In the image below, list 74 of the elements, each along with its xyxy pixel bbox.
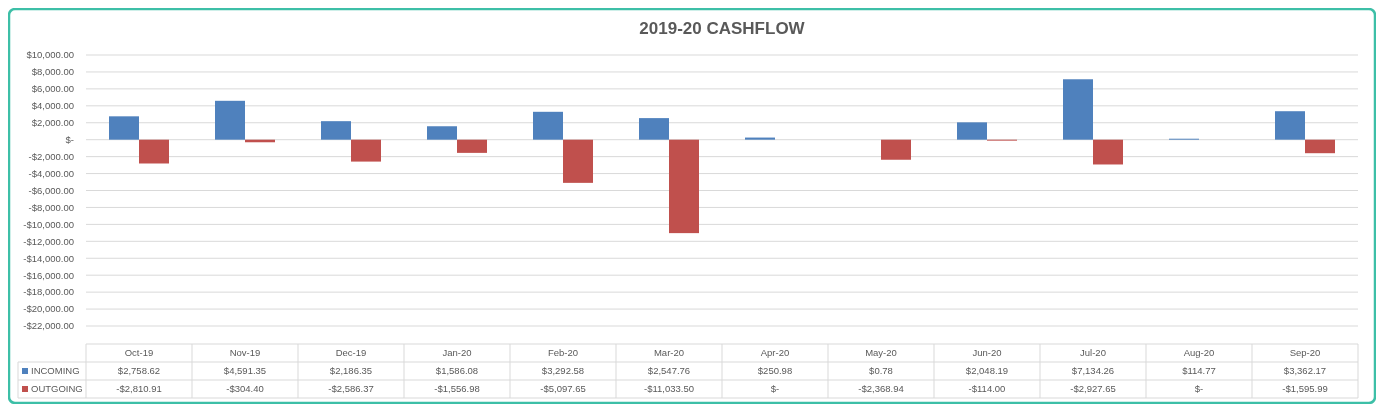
legend-label: OUTGOING	[31, 383, 83, 395]
data-label: -$1,556.98	[434, 383, 480, 395]
x-tick-label: Nov-19	[229, 347, 261, 359]
x-tick-label: Aug-20	[1183, 347, 1215, 359]
x-tick-label: Feb-20	[547, 347, 579, 359]
data-label: $2,048.19	[965, 365, 1009, 377]
bar	[881, 139, 911, 160]
bar	[1275, 111, 1305, 140]
y-tick-label: $8,000.00	[31, 66, 74, 78]
y-tick-label: -$14,000.00	[23, 252, 74, 264]
data-label: -$2,368.94	[858, 383, 904, 395]
data-label: -$1,595.99	[1282, 383, 1328, 395]
data-label: $4,591.35	[223, 365, 267, 377]
x-tick-label: Jul-20	[1080, 347, 1106, 359]
y-tick-label: $6,000.00	[31, 83, 74, 95]
bar	[669, 139, 699, 234]
data-label: $2,186.35	[329, 365, 373, 377]
data-label: $2,547.76	[647, 365, 691, 377]
data-label: $-	[1194, 383, 1204, 395]
data-label: $0.78	[869, 365, 893, 377]
x-tick-label: Mar-20	[653, 347, 685, 359]
y-tick-label: -$20,000.00	[23, 303, 74, 315]
bar	[745, 137, 775, 140]
data-label: -$2,810.91	[116, 383, 162, 395]
chart-title: 2019-20 CASHFLOW	[639, 19, 806, 38]
bar	[957, 122, 987, 140]
y-tick-label: $2,000.00	[31, 117, 74, 129]
data-label: $3,292.58	[541, 365, 585, 377]
y-tick-label: -$12,000.00	[23, 235, 74, 247]
bar	[351, 139, 381, 162]
x-tick-label: Dec-19	[335, 347, 367, 359]
bar	[1093, 139, 1123, 165]
x-tick-label: Apr-20	[760, 347, 790, 359]
data-label: $114.77	[1182, 365, 1216, 377]
bar	[215, 100, 245, 140]
y-tick-label: -$18,000.00	[23, 286, 74, 298]
y-tick-label: -$16,000.00	[23, 269, 74, 281]
data-label: $1,586.08	[435, 365, 479, 377]
data-label: -$2,927.65	[1070, 383, 1116, 395]
y-tick-label: -$8,000.00	[28, 201, 74, 213]
bar	[639, 118, 669, 140]
data-label: $7,134.26	[1071, 365, 1115, 377]
x-tick-label: Sep-20	[1289, 347, 1321, 359]
bar	[1063, 79, 1093, 140]
x-tick-label: Jan-20	[442, 347, 472, 359]
x-tick-label: Jun-20	[972, 347, 1002, 359]
data-label: -$114.00	[968, 383, 1006, 395]
data-label: $250.98	[757, 365, 793, 377]
y-tick-label: $4,000.00	[31, 100, 74, 112]
data-label: $2,758.62	[117, 365, 161, 377]
data-label: $3,362.17	[1283, 365, 1327, 377]
bar	[1305, 139, 1335, 154]
data-label: -$304.40	[226, 383, 264, 395]
x-tick-label: Oct-19	[124, 347, 154, 359]
data-label: $-	[770, 383, 780, 395]
legend-label: INCOMING	[31, 365, 80, 377]
bar	[563, 139, 593, 183]
y-tick-label: -$2,000.00	[28, 150, 74, 162]
y-tick-label: -$10,000.00	[23, 218, 74, 230]
y-tick-label: $10,000.00	[26, 49, 74, 61]
bar	[533, 111, 563, 140]
data-label: -$11,033.50	[643, 383, 695, 395]
data-label: -$5,097.65	[540, 383, 586, 395]
bar	[427, 126, 457, 140]
y-tick-label: -$4,000.00	[28, 167, 74, 179]
bar	[457, 139, 487, 153]
y-tick-label: -$22,000.00	[23, 320, 74, 332]
x-tick-label: May-20	[865, 347, 897, 359]
bar	[139, 139, 169, 164]
data-label: -$2,586.37	[328, 383, 374, 395]
y-tick-label: $-	[65, 134, 74, 146]
y-tick-label: -$6,000.00	[28, 184, 74, 196]
bar	[321, 121, 351, 140]
bar	[109, 116, 139, 140]
